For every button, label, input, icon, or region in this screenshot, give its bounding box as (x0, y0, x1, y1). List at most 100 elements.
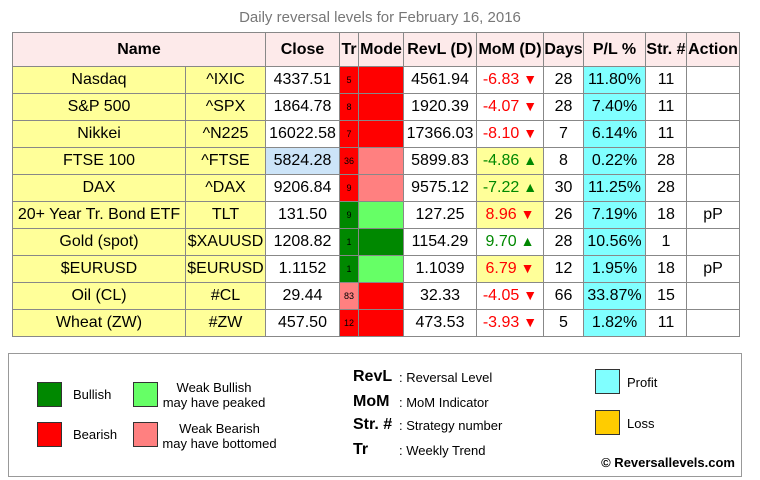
mode-indicator (358, 228, 404, 256)
strategy-number: 28 (645, 174, 687, 202)
revl-value: 1.1039 (403, 255, 477, 283)
ticker: TLT (185, 201, 266, 229)
close-value: 1864.78 (265, 93, 340, 121)
triangle-down-icon: ▼ (523, 71, 538, 87)
table-row: Oil (CL) #CL 29.44 83 32.33 -4.05 ▼ 66 33.87% 15 (12, 282, 740, 310)
strategy-number: 11 (645, 66, 687, 94)
action-value: pP (686, 255, 740, 283)
mom-cell: -7.22 ▲ (476, 174, 544, 202)
action-value (686, 93, 740, 121)
reversal-levels-table: Name Close Tr Mode RevL (D) MoM (D) Days… (12, 32, 740, 337)
weekly-trend: 83 (339, 282, 359, 310)
abbr-revl-desc: : Reversal Level (399, 370, 493, 385)
pl-value: 0.22% (583, 147, 646, 175)
table-row: S&P 500 ^SPX 1864.78 8 1920.39 -4.07 ▼ 28 7.40% 1… (12, 93, 740, 121)
mom-value: -8.10 (482, 125, 520, 142)
action-value (686, 228, 740, 256)
legend-weak-bullish-note: may have peaked (162, 395, 266, 410)
pl-value: 11.25% (583, 174, 646, 202)
close-value: 5824.28 (265, 147, 340, 175)
days-value: 26 (543, 201, 584, 229)
ticker: ^IXIC (185, 66, 266, 94)
action-value (686, 120, 740, 148)
asset-name: 20+ Year Tr. Bond ETF (12, 201, 186, 229)
days-value: 28 (543, 93, 584, 121)
triangle-down-icon: ▼ (523, 98, 538, 114)
revl-value: 127.25 (403, 201, 477, 229)
bearish-swatch (37, 422, 62, 447)
weekly-trend: 5 (339, 66, 359, 94)
triangle-up-icon: ▲ (523, 152, 538, 168)
table-row: 20+ Year Tr. Bond ETF TLT 131.50 9 127.25 8.9… (12, 201, 740, 229)
days-value: 7 (543, 120, 584, 148)
mode-indicator (358, 282, 404, 310)
revl-value: 1154.29 (403, 228, 477, 256)
mom-cell: -6.83 ▼ (476, 66, 544, 94)
header-tr: Tr (339, 32, 359, 67)
header-action: Action (686, 32, 740, 67)
mom-value: -7.22 (482, 179, 520, 196)
header-revl: RevL (D) (403, 32, 477, 67)
strategy-number: 1 (645, 228, 687, 256)
header-mom: MoM (D) (476, 32, 544, 67)
weekly-trend: 1 (339, 228, 359, 256)
mode-indicator (358, 255, 404, 283)
ticker: $XAUUSD (185, 228, 266, 256)
legend-bullish: Bullish (73, 387, 112, 402)
mom-value: 9.70 (485, 233, 517, 250)
asset-name: DAX (12, 174, 186, 202)
asset-name: FTSE 100 (12, 147, 186, 175)
weak-bullish-swatch (133, 382, 158, 407)
strategy-number: 11 (645, 93, 687, 121)
revl-value: 32.33 (403, 282, 477, 310)
action-value (686, 147, 740, 175)
copyright: © Reversallevels.com (601, 455, 735, 470)
abbr-tr: Tr (353, 441, 369, 458)
ticker: #ZW (185, 309, 266, 337)
action-value (686, 282, 740, 310)
asset-name: Nikkei (12, 120, 186, 148)
pl-value: 7.19% (583, 201, 646, 229)
ticker: ^N225 (185, 120, 266, 148)
weak-bearish-swatch (133, 422, 158, 447)
header-str: Str. # (645, 32, 687, 67)
legend-profit: Profit (627, 375, 658, 390)
strategy-number: 28 (645, 147, 687, 175)
header-pl: P/L % (583, 32, 646, 67)
days-value: 66 (543, 282, 584, 310)
mom-value: -4.05 (482, 287, 520, 304)
strategy-number: 18 (645, 255, 687, 283)
mode-indicator (358, 309, 404, 337)
days-value: 28 (543, 66, 584, 94)
weekly-trend: 9 (339, 174, 359, 202)
weekly-trend: 36 (339, 147, 359, 175)
triangle-down-icon: ▼ (523, 287, 538, 303)
mode-indicator (358, 66, 404, 94)
legend: Bullish Bearish Weak Bullish may have pea… (8, 353, 742, 477)
asset-name: Wheat (ZW) (12, 309, 186, 337)
abbr-mom-desc: : MoM Indicator (399, 395, 489, 410)
pl-value: 1.95% (583, 255, 646, 283)
mom-cell: -4.86 ▲ (476, 147, 544, 175)
pl-value: 6.14% (583, 120, 646, 148)
days-value: 5 (543, 309, 584, 337)
strategy-number: 11 (645, 309, 687, 337)
close-value: 29.44 (265, 282, 340, 310)
asset-name: $EURUSD (12, 255, 186, 283)
mode-indicator (358, 120, 404, 148)
revl-value: 1920.39 (403, 93, 477, 121)
triangle-up-icon: ▲ (523, 179, 538, 195)
weekly-trend: 8 (339, 93, 359, 121)
mom-cell: -8.10 ▼ (476, 120, 544, 148)
revl-value: 4561.94 (403, 66, 477, 94)
asset-name: Nasdaq (12, 66, 186, 94)
header-mode: Mode (358, 32, 404, 67)
pl-value: 11.80% (583, 66, 646, 94)
ticker: ^DAX (185, 174, 266, 202)
triangle-down-icon: ▼ (523, 314, 538, 330)
triangle-down-icon: ▼ (520, 260, 535, 276)
table-row: Gold (spot) $XAUUSD 1208.82 1 1154.29 9.70 ▲ 28… (12, 228, 740, 256)
bullish-swatch (37, 382, 62, 407)
days-value: 12 (543, 255, 584, 283)
triangle-up-icon: ▲ (520, 233, 535, 249)
